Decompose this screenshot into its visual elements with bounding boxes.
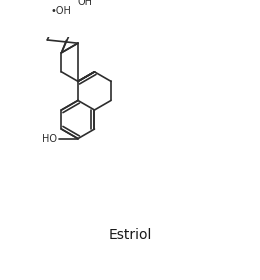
Text: •OH: •OH <box>50 6 71 16</box>
Text: HO: HO <box>42 134 57 144</box>
Text: OH: OH <box>77 0 93 6</box>
Text: Estriol: Estriol <box>108 228 152 242</box>
